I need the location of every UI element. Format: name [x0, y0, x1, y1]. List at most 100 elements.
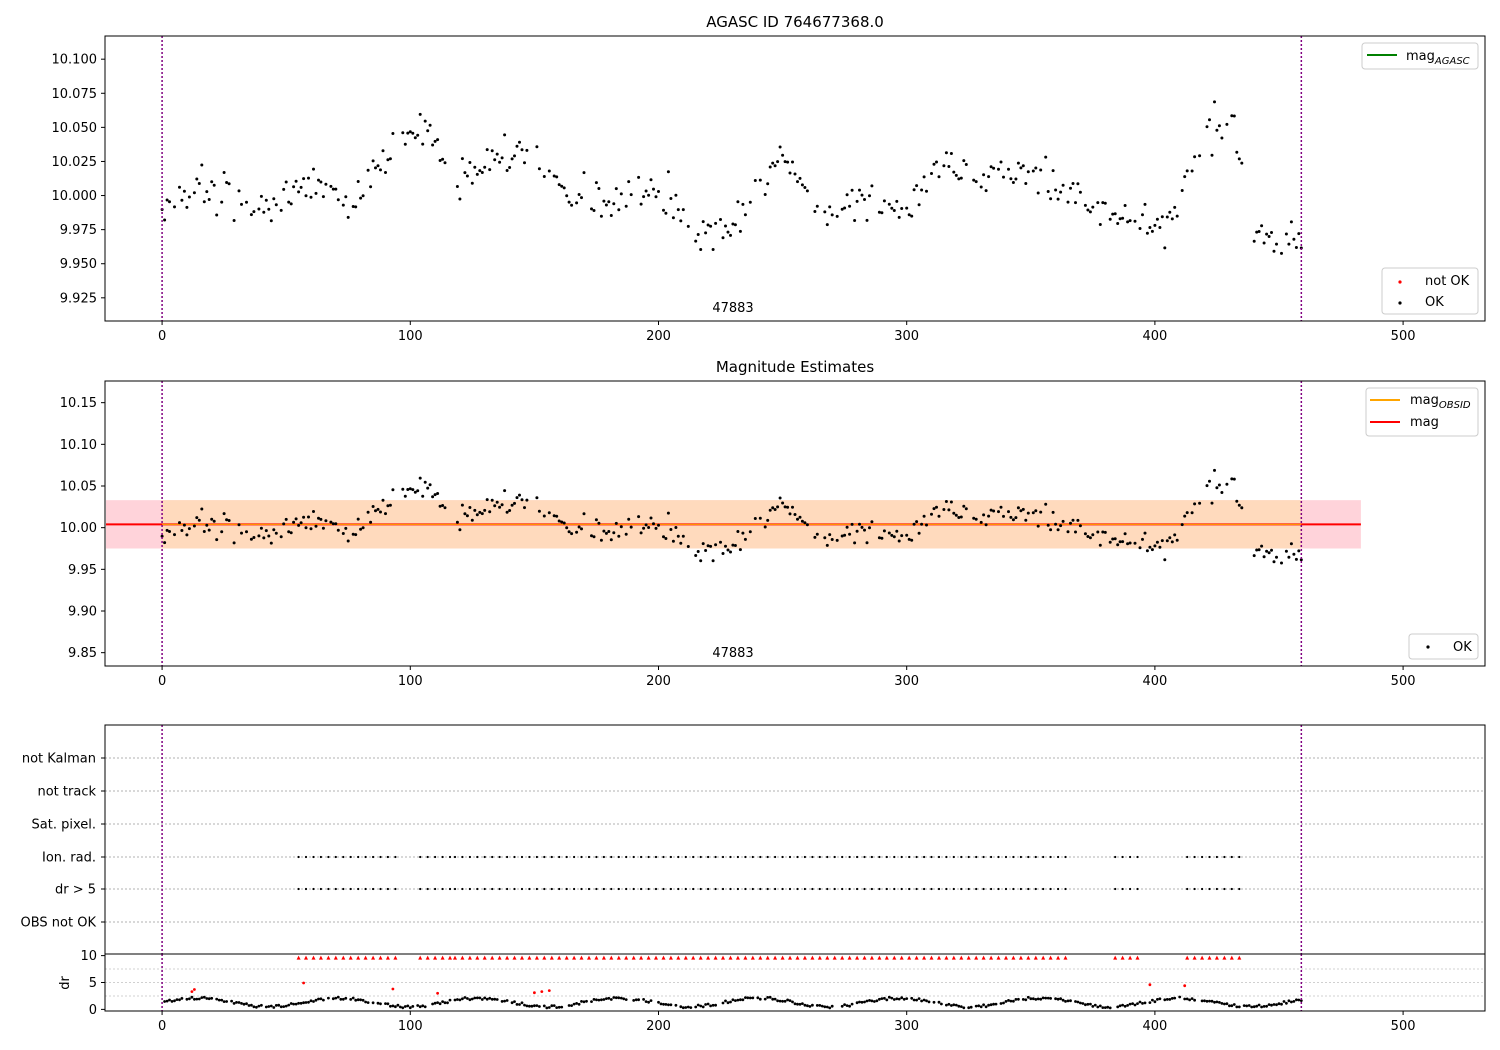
top-ok-point: [1133, 219, 1137, 223]
top-ok-point: [542, 175, 546, 178]
dr-ok-point: [327, 996, 330, 1000]
flag-point: [587, 887, 591, 891]
dr-ok-point: [647, 1000, 650, 1004]
middle-ok-point: [388, 503, 392, 507]
dr-ok-point: [736, 998, 740, 1002]
top-ok-point: [917, 203, 921, 207]
middle-ok-point: [1046, 523, 1050, 527]
dr-ok-point: [1014, 998, 1018, 1001]
dr-ok-point: [686, 1005, 690, 1009]
dr-ok-point: [322, 998, 325, 1002]
flag-point: [796, 855, 799, 859]
middle-ok-point: [555, 514, 559, 518]
middle-ok-point: [366, 510, 370, 514]
middle-ok-point: [185, 533, 189, 537]
flag-point: [997, 887, 1000, 891]
middle-xtick-label-500: 500: [1391, 674, 1416, 689]
middle-ok-point: [848, 532, 852, 536]
dr-threshold-marker: [490, 955, 495, 960]
middle-ok-point: [731, 543, 735, 547]
flag-point: [1230, 855, 1233, 859]
top-ok-point: [475, 172, 479, 176]
flag-point: [1121, 887, 1124, 891]
top-ok-point: [165, 198, 169, 202]
flag-point: [863, 887, 866, 891]
top-ok-point: [1165, 215, 1169, 219]
dr-ok-point: [197, 997, 201, 1001]
top-ok-point: [1059, 190, 1063, 194]
top-ok-point: [346, 215, 350, 219]
dr-ok-point: [969, 1005, 973, 1009]
dr-ok-point: [1143, 1001, 1147, 1005]
top-ok-point: [408, 130, 412, 134]
top-ok-point: [178, 185, 181, 189]
middle-ok-point: [1168, 536, 1172, 540]
top-ok-point: [1011, 181, 1015, 184]
middle-ok-point: [957, 516, 961, 519]
dr-ok-point: [600, 998, 603, 1002]
top-ok-point: [490, 149, 494, 153]
dr-threshold-marker: [914, 955, 919, 960]
top-ytick-label-5: 10.050: [52, 121, 98, 136]
middle-ok-point: [225, 518, 229, 522]
dr-ok-point: [235, 1001, 238, 1004]
top-ok-point: [1049, 197, 1053, 201]
top-ok-point: [870, 184, 874, 188]
dr-ok-point: [421, 1004, 425, 1008]
dr-threshold-marker: [1222, 955, 1227, 960]
top-ok-point: [925, 189, 928, 193]
dr-ok-point: [500, 1000, 504, 1003]
top-ok-point: [1091, 205, 1095, 209]
dr-ok-point: [585, 999, 588, 1003]
middle-ok-point: [525, 498, 529, 502]
dr-ok-point: [170, 1000, 174, 1003]
top-ok-point: [1002, 175, 1005, 179]
dr-threshold-marker: [1120, 955, 1125, 960]
dr-ok-point: [1223, 1002, 1226, 1006]
top-ok-point: [1069, 186, 1072, 190]
top-ok-point: [344, 195, 348, 199]
middle-ok-point: [575, 530, 579, 534]
middle-ok-point: [721, 552, 725, 555]
dr-ok-point: [1282, 1000, 1286, 1003]
flag-point: [744, 887, 747, 891]
dr-ok-point: [741, 998, 745, 1002]
middle-ok-point: [505, 510, 509, 514]
dr-ok-point: [1163, 998, 1167, 1002]
dr-ok-point: [555, 1006, 559, 1009]
flag-point: [818, 887, 821, 891]
middle-ok-point: [403, 494, 407, 498]
middle-ok-point: [602, 529, 606, 533]
middle-ok-point: [1275, 555, 1278, 559]
top-ok-point: [1287, 242, 1291, 246]
top-ok-point: [1155, 217, 1159, 221]
middle-ok-point: [518, 493, 521, 497]
middle-ok-point: [778, 496, 782, 500]
flag-point: [1193, 887, 1196, 891]
dr-ok-point: [806, 1004, 809, 1008]
middle-ok-point: [753, 517, 757, 520]
dr-ok-point: [798, 1002, 802, 1006]
dr-ok-point: [590, 1000, 593, 1003]
top-ok-point: [907, 213, 911, 217]
flag-point: [669, 887, 673, 891]
top-ok-point: [753, 179, 757, 182]
top-ok-point: [768, 165, 772, 169]
flag-point: [1223, 855, 1226, 859]
top-ok-point: [1275, 242, 1278, 246]
top-ok-point: [297, 190, 301, 194]
top-ok-point: [664, 211, 668, 215]
dr-ok-point: [1084, 1003, 1087, 1007]
top-ok-point: [773, 164, 777, 168]
middle-ok-point: [652, 522, 655, 526]
flag-point: [662, 887, 665, 891]
dr-ok-point: [232, 1002, 236, 1005]
dr-ok-point: [920, 999, 923, 1003]
top-ok-point: [212, 183, 216, 187]
middle-ok-point: [1016, 506, 1020, 510]
middle-ok-point: [1215, 486, 1219, 490]
middle-ok-point: [386, 504, 390, 508]
top-ok-point: [984, 189, 988, 193]
flag-point: [434, 887, 437, 891]
flag-label-2: Sat. pixel.: [32, 818, 96, 833]
